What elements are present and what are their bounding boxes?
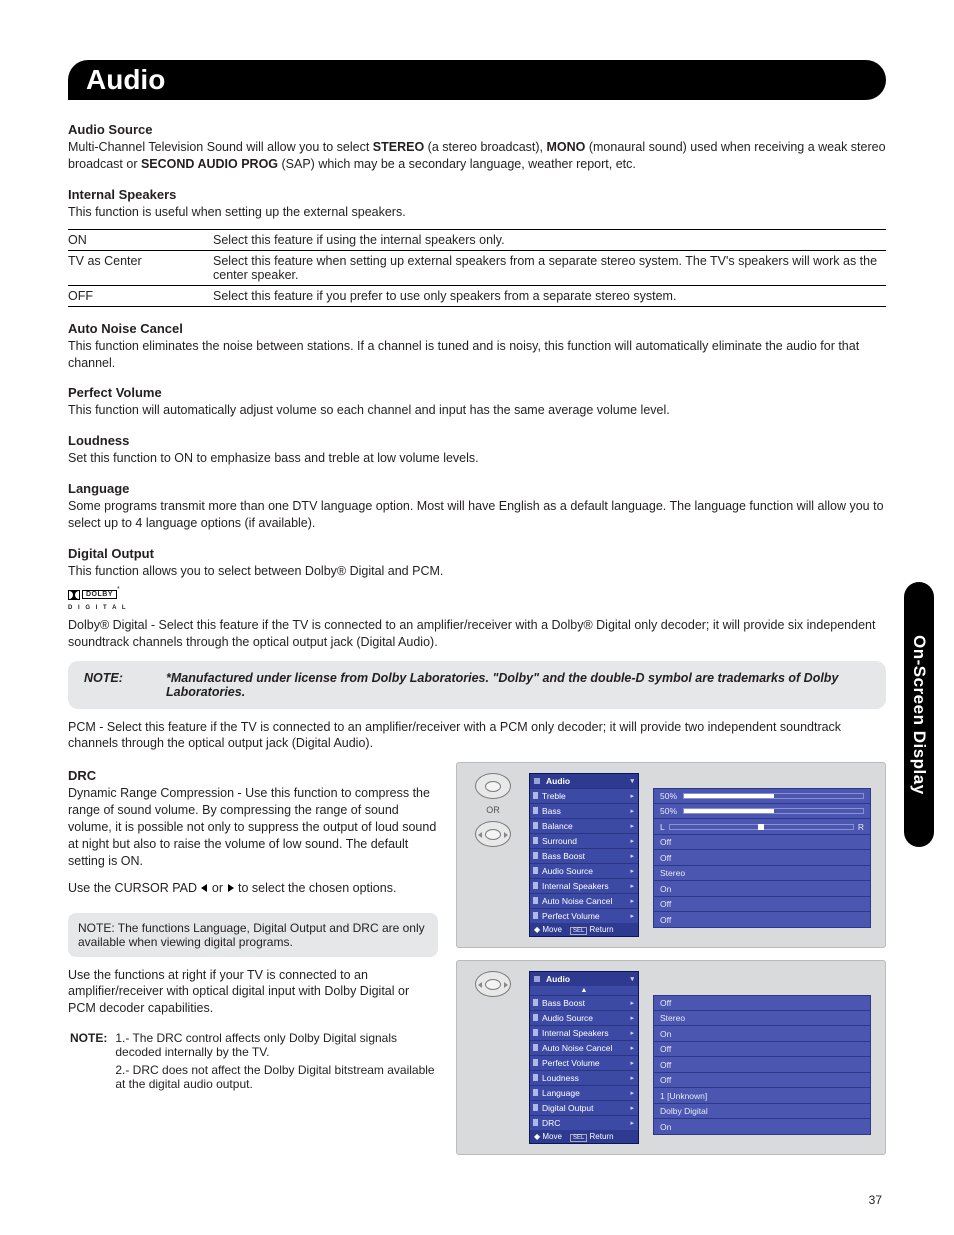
value-row: 50% [653,804,871,820]
osd-panel-1: OR Audio▾ Treble▸Bass▸Balance▸Surround▸B… [456,762,886,948]
menu-item: Audio Source▸ [530,1010,638,1025]
text-language: Some programs transmit more than one DTV… [68,498,886,532]
menu-item: Perfect Volume▸ [530,1055,638,1070]
section-title-bar: Audio [68,60,886,100]
menu-item: Loudness▸ [530,1070,638,1085]
note-digital-only: NOTE: The functions Language, Digital Ou… [68,913,438,957]
value-row: On [653,881,871,897]
value-row: Dolby Digital [653,1104,871,1120]
value-row: Off [653,850,871,866]
menu-item: Perfect Volume▸ [530,908,638,923]
value-row: Off [653,995,871,1011]
menu-item: Audio Source▸ [530,863,638,878]
remote-knob-arrows-icon [475,821,511,847]
menu-item: Auto Noise Cancel▸ [530,893,638,908]
menu-item: Internal Speakers▸ [530,878,638,893]
menu-item: Bass▸ [530,803,638,818]
value-row: On [653,1026,871,1042]
remote-knob-icon [475,773,511,799]
value-row: Off [653,897,871,913]
heading-language: Language [68,481,886,496]
text-loudness: Set this function to ON to emphasize bas… [68,450,886,467]
value-row: On [653,1119,871,1135]
heading-auto-noise: Auto Noise Cancel [68,321,886,336]
text-dolby-digital: Dolby® Digital - Select this feature if … [68,617,886,651]
internal-speakers-table: ONSelect this feature if using the inter… [68,229,886,307]
dolby-logo: DOLBY* D I G I T A L [68,586,886,611]
page-title: Audio [86,64,868,96]
osd-menu: Audio▾ ▲ Bass Boost▸Audio Source▸Interna… [529,971,639,1144]
value-row: LR [653,819,871,835]
heading-loudness: Loudness [68,433,886,448]
value-row: Off [653,912,871,928]
cursor-left-icon [201,884,207,892]
value-row: Stereo [653,866,871,882]
menu-item: Language▸ [530,1085,638,1100]
heading-audio-source: Audio Source [68,122,886,137]
side-tab: On-Screen Display [904,582,934,847]
scroll-up-icon: ▲ [530,986,638,995]
text-drc-2: Use the CURSOR PAD or to select the chos… [68,880,438,897]
osd-values: OffStereoOnOffOffOff1 [Unknown]Dolby Dig… [653,995,871,1135]
value-row: Stereo [653,1011,871,1027]
text-digital-output: This function allows you to select betwe… [68,563,886,580]
menu-item: Internal Speakers▸ [530,1025,638,1040]
heading-digital-output: Digital Output [68,546,886,561]
menu-item: Balance▸ [530,818,638,833]
menu-item: Digital Output▸ [530,1100,638,1115]
table-row: TV as CenterSelect this feature when set… [68,250,886,285]
text-auto-noise: This function eliminates the noise betwe… [68,338,886,372]
osd-menu: Audio▾ Treble▸Bass▸Balance▸Surround▸Bass… [529,773,639,937]
table-row: ONSelect this feature if using the inter… [68,229,886,250]
text-drc-1: Dynamic Range Compression - Use this fun… [68,785,438,869]
value-row: Off [653,1042,871,1058]
dolby-dd-icon [68,590,80,600]
remote-knob-arrows-icon [475,971,511,997]
menu-item: DRC▸ [530,1115,638,1130]
menu-item: Bass Boost▸ [530,848,638,863]
value-row: Off [653,835,871,851]
menu-item: Bass Boost▸ [530,995,638,1010]
heading-internal-speakers: Internal Speakers [68,187,886,202]
value-row: 50% [653,788,871,804]
table-row: OFFSelect this feature if you prefer to … [68,285,886,306]
osd-panel-2: Audio▾ ▲ Bass Boost▸Audio Source▸Interna… [456,960,886,1155]
value-row: Off [653,1057,871,1073]
note-dolby-trademark: NOTE: *Manufactured under license from D… [68,661,886,709]
text-internal-speakers: This function is useful when setting up … [68,204,886,221]
text-audio-source: Multi-Channel Television Sound will allo… [68,139,886,173]
text-pcm: PCM - Select this feature if the TV is c… [68,719,886,753]
value-row: Off [653,1073,871,1089]
page-number: 37 [869,1193,882,1207]
text-perfect-volume: This function will automatically adjust … [68,402,886,419]
menu-item: Auto Noise Cancel▸ [530,1040,638,1055]
text-drc-3: Use the functions at right if your TV is… [68,967,438,1018]
menu-item: Treble▸ [530,788,638,803]
heading-drc: DRC [68,768,438,783]
value-row: 1 [Unknown] [653,1088,871,1104]
menu-item: Surround▸ [530,833,638,848]
drc-footnotes: NOTE: 1.- The DRC control affects only D… [68,1029,438,1093]
cursor-right-icon [228,884,234,892]
heading-perfect-volume: Perfect Volume [68,385,886,400]
osd-values: 50%50%LROffOffStereoOnOffOff [653,788,871,928]
